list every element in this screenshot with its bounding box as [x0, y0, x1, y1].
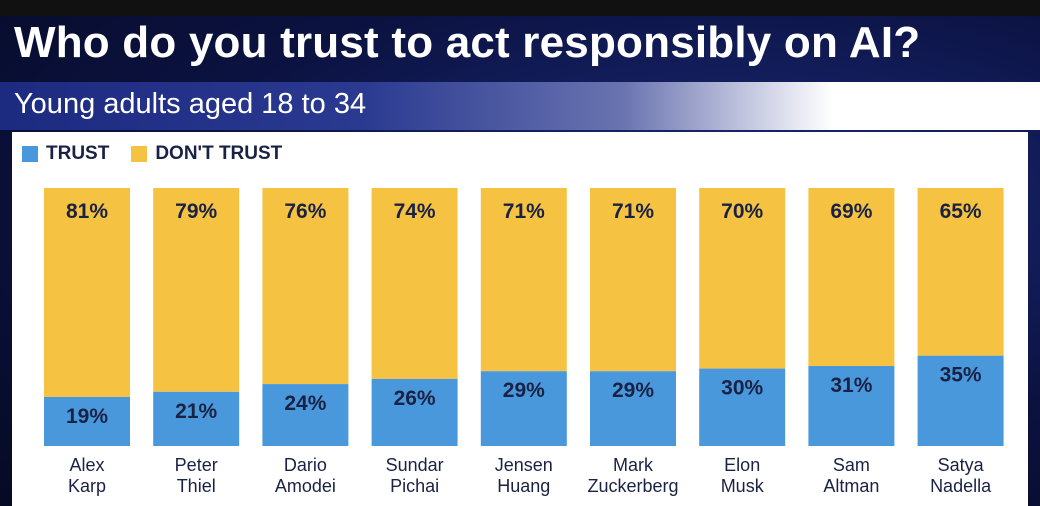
bar-trust: [917, 355, 1004, 446]
legend-swatch-dont-trust: [131, 146, 148, 162]
bar-trust: [480, 371, 567, 446]
data-label-dont-trust: 81%: [66, 200, 108, 223]
category-label-line2: Nadella: [930, 476, 992, 496]
bar-dont-trust: [917, 188, 1004, 356]
category-label-line1: Mark: [613, 455, 654, 475]
category-label-line1: Dario: [284, 455, 327, 475]
category-label-line1: Alex: [69, 455, 104, 475]
data-label-dont-trust: 74%: [394, 200, 436, 223]
data-label-dont-trust: 79%: [175, 200, 217, 223]
data-label-trust: 19%: [66, 405, 108, 428]
bar-trust: [262, 384, 349, 446]
data-label-trust: 35%: [940, 364, 982, 387]
bar-dont-trust: [262, 188, 349, 385]
data-label-dont-trust: 71%: [612, 200, 654, 223]
data-label-dont-trust: 65%: [940, 200, 982, 223]
bar-dont-trust: [590, 188, 676, 372]
bar-dont-trust: [480, 188, 567, 372]
data-label-trust: 24%: [284, 392, 326, 415]
subtitle-band: [0, 82, 1040, 130]
category-label-line2: Pichai: [390, 476, 439, 496]
category-label-line2: Karp: [68, 476, 106, 496]
category-label-line1: Satya: [938, 455, 985, 475]
category-label-line2: Thiel: [177, 476, 216, 496]
data-label-dont-trust: 76%: [284, 200, 326, 223]
category-label-line1: Elon: [724, 455, 760, 475]
legend-label-dont-trust: DON'T TRUST: [155, 143, 283, 164]
data-label-dont-trust: 70%: [721, 200, 763, 223]
data-label-trust: 29%: [612, 379, 654, 402]
data-label-dont-trust: 71%: [503, 200, 545, 223]
category-label-line2: Altman: [823, 476, 879, 496]
chart-title: Who do you trust to act responsibly on A…: [14, 18, 921, 67]
legend: TRUST DON'T TRUST: [22, 143, 296, 165]
data-label-trust: 26%: [394, 387, 436, 410]
bar-trust: [699, 368, 786, 446]
data-label-trust: 31%: [830, 374, 872, 397]
category-label-line2: Musk: [721, 476, 765, 496]
legend-swatch-trust: [22, 146, 38, 162]
bar-dont-trust: [808, 188, 895, 367]
bar-dont-trust: [699, 188, 786, 369]
category-label-line1: Sam: [833, 455, 870, 475]
bar-trust: [44, 396, 130, 446]
bar-trust: [153, 391, 240, 446]
data-label-trust: 21%: [175, 400, 217, 423]
bar-dont-trust: [371, 188, 458, 379]
bar-trust: [590, 371, 676, 446]
top-bar: [0, 0, 1040, 16]
category-label-line2: Amodei: [275, 476, 336, 496]
bar-dont-trust: [44, 188, 130, 397]
bar-trust: [808, 366, 895, 446]
legend-label-trust: TRUST: [46, 143, 110, 164]
category-label-line2: Huang: [497, 476, 550, 496]
bar-trust: [371, 378, 458, 446]
legend-item-dont-trust: DON'T TRUST: [131, 143, 282, 165]
category-label-line1: Jensen: [495, 455, 553, 475]
data-label-trust: 29%: [503, 379, 545, 402]
data-label-dont-trust: 69%: [830, 200, 872, 223]
category-label-line1: Peter: [175, 455, 218, 475]
bar-dont-trust: [153, 188, 240, 392]
category-label-line1: Sundar: [386, 455, 444, 475]
category-label-line2: Zuckerberg: [587, 476, 678, 496]
legend-item-trust: TRUST: [22, 143, 109, 165]
data-label-trust: 30%: [721, 377, 763, 400]
chart-subtitle: Young adults aged 18 to 34: [14, 88, 367, 120]
